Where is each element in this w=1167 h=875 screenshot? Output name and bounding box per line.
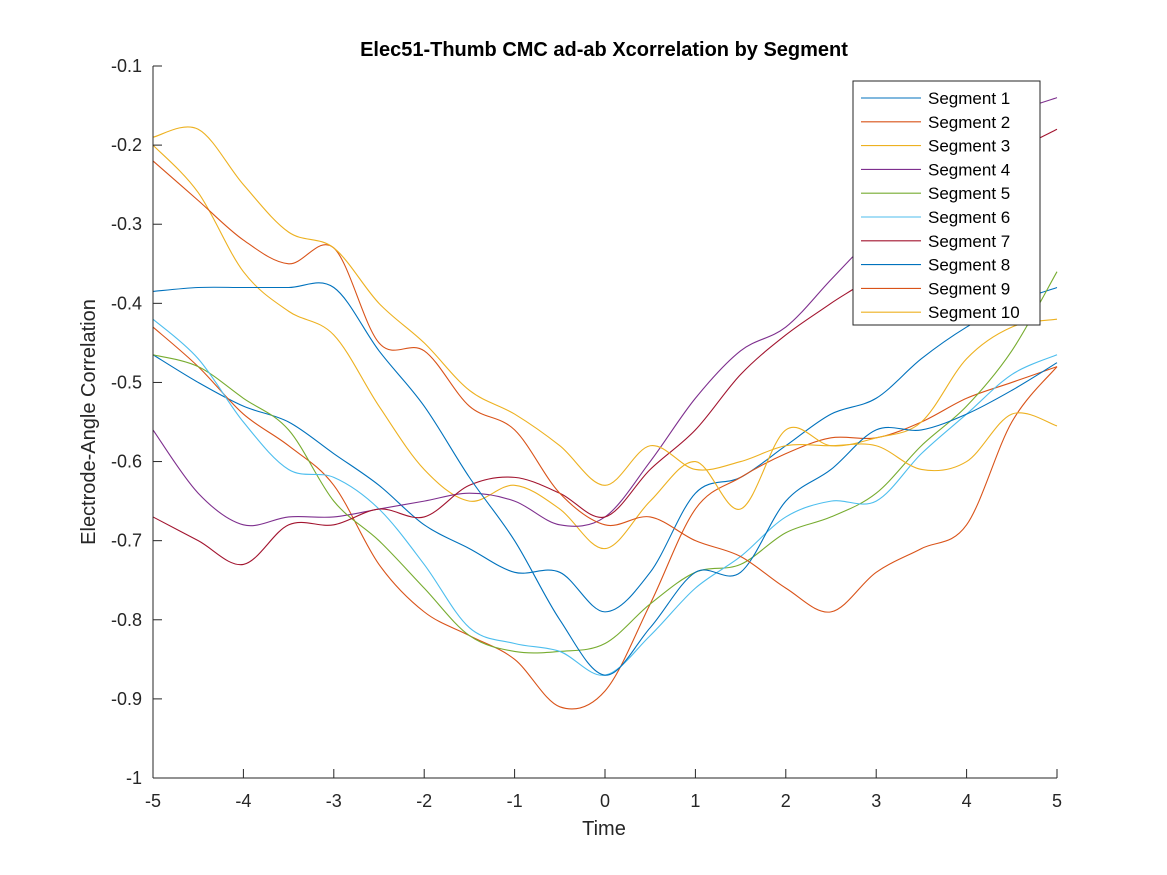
series-line-2 bbox=[152, 326, 1058, 710]
y-tick-label: -0.4 bbox=[111, 293, 142, 313]
y-tick-label: -0.3 bbox=[111, 214, 142, 234]
x-tick-label: -2 bbox=[416, 791, 432, 811]
x-axis-label: Time bbox=[582, 818, 626, 840]
x-tick-label: -1 bbox=[507, 791, 523, 811]
x-tick-label: 0 bbox=[600, 791, 610, 811]
y-tick-label: -0.1 bbox=[111, 56, 142, 76]
x-tick-label: -5 bbox=[145, 791, 161, 811]
y-tick-label: -0.5 bbox=[111, 372, 142, 392]
legend-entry-9: Segment 9 bbox=[928, 279, 1010, 298]
y-tick-label: -0.2 bbox=[111, 135, 142, 155]
y-tick-label: -0.8 bbox=[111, 610, 142, 630]
series-line-9 bbox=[152, 160, 1058, 613]
legend-entry-3: Segment 3 bbox=[928, 137, 1010, 156]
y-tick-label: -0.7 bbox=[111, 531, 142, 551]
chart-title: Elec51-Thumb CMC ad-ab Xcorrelation by S… bbox=[360, 39, 848, 61]
y-tick-label: -0.6 bbox=[111, 452, 142, 472]
legend-entry-7: Segment 7 bbox=[928, 232, 1010, 251]
legend: Segment 1 Segment 2 Segment 3 Segment 4 Segm… bbox=[852, 80, 1041, 326]
legend-entry-2: Segment 2 bbox=[928, 113, 1010, 132]
legend-entry-6: Segment 6 bbox=[928, 208, 1010, 227]
x-tick-label: 5 bbox=[1052, 791, 1062, 811]
y-tick-label: -1 bbox=[126, 768, 142, 788]
series-line-6 bbox=[152, 318, 1058, 676]
legend-entry-5: Segment 5 bbox=[928, 184, 1010, 203]
y-tick-label: -0.9 bbox=[111, 689, 142, 709]
series-line-8 bbox=[152, 282, 1058, 676]
x-tick-label: 3 bbox=[871, 791, 881, 811]
series-line-10 bbox=[152, 126, 1058, 486]
x-tick-label: 2 bbox=[781, 791, 791, 811]
legend-entry-4: Segment 4 bbox=[928, 160, 1010, 179]
series-line-1 bbox=[152, 286, 1058, 613]
series-line-5 bbox=[152, 271, 1058, 654]
x-tick-label: -3 bbox=[326, 791, 342, 811]
y-axis-label: Electrode-Angle Correlation bbox=[78, 299, 100, 545]
legend-entry-10: Segment 10 bbox=[928, 303, 1020, 322]
legend-entry-1: Segment 1 bbox=[928, 89, 1010, 108]
x-tick-label: 4 bbox=[962, 791, 972, 811]
x-tick-label: 1 bbox=[690, 791, 700, 811]
legend-entry-8: Segment 8 bbox=[928, 256, 1010, 275]
series-line-3 bbox=[152, 144, 1058, 550]
x-tick-label: -4 bbox=[235, 791, 251, 811]
plot-area: -5 -4 -3 -2 -1 0 1 2 3 4 5 -1 -0.9 -0.8 -0.7 -0.6 -0.5 -0… bbox=[111, 56, 1062, 811]
